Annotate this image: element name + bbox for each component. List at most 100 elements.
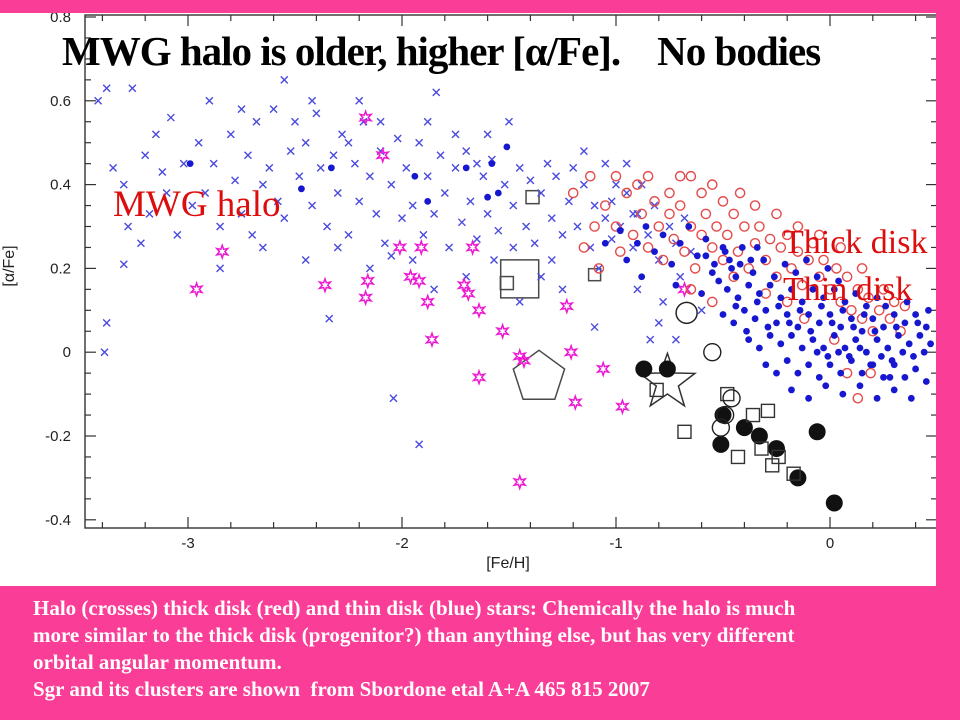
- filled-dot-marker: [738, 244, 746, 251]
- open-circle-small-marker: [771, 208, 782, 220]
- open-circle-small-marker: [610, 170, 622, 182]
- cross-marker: [612, 180, 620, 189]
- cross-marker: [430, 209, 439, 218]
- filled-dot-marker: [638, 273, 646, 281]
- open-circle-small-marker: [700, 208, 712, 220]
- outline-circle-symbol: [675, 301, 698, 325]
- cross-marker: [633, 285, 642, 294]
- filled-dot-marker: [848, 357, 855, 364]
- cross-marker: [457, 218, 466, 227]
- filled-dot-marker: [858, 327, 866, 335]
- filled-dot-marker: [841, 298, 849, 306]
- cross-marker: [265, 163, 274, 172]
- open-star6-marker: [403, 268, 419, 286]
- filled-dot-marker: [616, 227, 624, 235]
- cross-marker: [558, 285, 567, 294]
- cross-marker: [226, 130, 235, 139]
- open-circle-small-marker: [668, 233, 680, 245]
- filled-dot-marker: [708, 269, 716, 276]
- x-tick-label: -1: [609, 535, 622, 552]
- open-star6-marker: [563, 343, 579, 361]
- cross-marker: [102, 318, 111, 327]
- open-square-marker: [745, 407, 761, 423]
- open-circle-small-marker: [754, 221, 765, 232]
- filled-dot-marker: [824, 352, 832, 360]
- cross-marker: [179, 159, 188, 168]
- cross-marker: [136, 239, 145, 248]
- open-circle-small-marker: [711, 221, 722, 232]
- filled-dot-marker: [773, 319, 780, 327]
- open-circle-small-marker: [764, 233, 776, 245]
- cross-marker: [543, 159, 552, 168]
- filled-circle-large-marker: [789, 469, 807, 487]
- filled-dot-marker: [858, 369, 866, 377]
- cross-marker: [231, 176, 240, 185]
- cross-marker: [301, 256, 310, 265]
- cross-marker: [451, 130, 460, 139]
- clusters-open-circles-series: [703, 343, 741, 437]
- open-star6-marker: [317, 276, 333, 294]
- outline-square-symbol: [499, 259, 540, 299]
- cross-marker: [547, 214, 556, 223]
- filled-dot-marker: [856, 382, 864, 390]
- scatter-plot: -3 -2 -1 0 0.8 0.6 0.4 0.2 0 -0.2 -0.4 [Fe/H] [α/Fe]: [1, 9, 938, 572]
- cross-marker: [365, 264, 374, 273]
- filled-dot-marker: [830, 285, 838, 293]
- cross-marker: [393, 134, 402, 143]
- cross-marker: [273, 197, 282, 206]
- cross-marker: [445, 243, 454, 252]
- cross-marker: [601, 214, 610, 223]
- open-square-marker: [730, 449, 746, 465]
- open-circle-small-marker: [831, 263, 842, 274]
- cross-marker: [680, 214, 689, 223]
- cross-marker: [564, 197, 573, 206]
- open-star6-marker: [495, 322, 511, 340]
- cross-marker: [333, 188, 342, 197]
- filled-dot-marker: [860, 311, 868, 318]
- cross-marker: [269, 105, 278, 114]
- cross-marker: [590, 201, 599, 210]
- cross-marker: [325, 314, 334, 323]
- cross-marker: [258, 243, 267, 252]
- open-circle-small-marker: [585, 170, 596, 182]
- cross-marker: [389, 394, 398, 403]
- open-circle-small-marker: [846, 304, 857, 316]
- cross-marker: [472, 235, 481, 244]
- open-circle-small-marker: [807, 237, 819, 249]
- mwg-halo-stars-series: [94, 75, 706, 449]
- cross-marker: [158, 168, 167, 177]
- sgr-clusters-filled-series: [635, 360, 843, 512]
- cross-marker: [216, 222, 225, 231]
- filled-dot-marker: [925, 306, 932, 314]
- cross-marker: [398, 214, 406, 223]
- open-circle-small-marker: [664, 208, 675, 220]
- cross-marker: [622, 188, 631, 197]
- filled-dot-marker: [424, 197, 432, 205]
- filled-dot-marker: [798, 344, 806, 352]
- y-tick-label: 0.2: [50, 260, 71, 277]
- cross-marker: [419, 230, 428, 239]
- filled-dot-marker: [494, 189, 502, 197]
- cross-marker: [141, 151, 150, 160]
- filled-dot-marker: [783, 311, 791, 318]
- filled-dot-marker: [818, 302, 825, 310]
- open-circle-small-marker: [707, 296, 718, 308]
- filled-dot-marker: [880, 373, 887, 381]
- open-star6-marker: [512, 473, 528, 491]
- filled-dot-marker: [762, 361, 770, 369]
- cross-marker: [547, 256, 556, 265]
- filled-dot-marker: [920, 348, 928, 356]
- filled-dot-marker: [642, 223, 650, 230]
- sgr-stars-series: [189, 109, 692, 491]
- cross-marker: [237, 209, 246, 218]
- open-circle-small-marker: [814, 229, 825, 241]
- filled-dot-marker: [719, 311, 727, 318]
- cross-marker: [537, 272, 546, 281]
- open-star6-marker: [567, 393, 583, 412]
- open-circle-small-marker: [873, 304, 885, 316]
- y-tick-label: -0.4: [45, 512, 71, 529]
- cross-marker: [237, 105, 246, 114]
- open-square-marker: [760, 403, 776, 419]
- cross-marker: [408, 256, 417, 265]
- filled-dot-marker: [676, 239, 684, 247]
